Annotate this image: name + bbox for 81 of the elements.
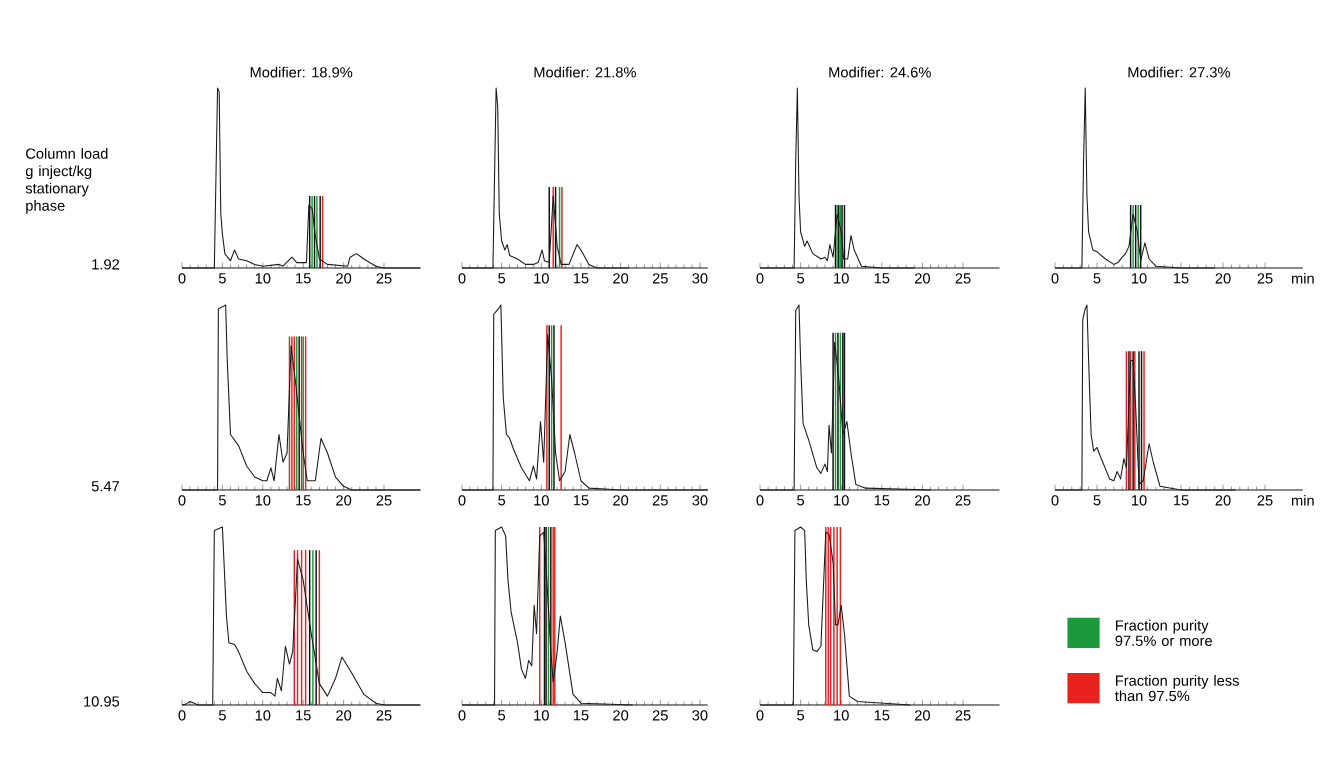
x-tick-label: 0: [458, 273, 466, 284]
text: 5.47: [91, 481, 119, 492]
x-tick-label: 0: [178, 495, 186, 506]
legend-label: Fraction purity 97.5% or more: [1115, 619, 1212, 646]
x-tick-label: 0: [756, 495, 764, 506]
x-tick-label: 25: [955, 273, 971, 284]
x-axis-title: min: [1291, 494, 1314, 506]
x-tick-label: 10: [534, 710, 549, 721]
x-tick-label: 0: [178, 710, 186, 721]
x-tick-label: 15: [296, 710, 311, 721]
x-tick-label: 15: [874, 710, 890, 721]
x-tick-label: 20: [914, 495, 930, 506]
x-tick-label: 5: [498, 495, 506, 506]
x-tick-label: 20: [1215, 273, 1231, 284]
x-tick-label: 25: [376, 495, 392, 506]
x-tick-label: 20: [613, 495, 629, 506]
x-tick-label: 5: [797, 495, 805, 506]
x-tick-label: 15: [573, 273, 589, 284]
x-tick-label: 5: [218, 495, 226, 506]
x-tick-label: 0: [458, 495, 466, 506]
x-tick-label: 10: [255, 495, 271, 506]
x-tick-label: 10: [534, 273, 549, 284]
x-tick-label: 5: [1093, 495, 1101, 506]
chart-title: Modifier: 24.6%: [829, 66, 931, 78]
chart-title: Modifier: 27.3%: [1128, 66, 1230, 78]
x-tick-label: 30: [692, 273, 708, 284]
x-tick-label: 20: [914, 710, 930, 721]
x-tick-label: 5: [797, 710, 805, 721]
x-tick-label: 25: [376, 273, 392, 284]
x-tick-label: 5: [1093, 273, 1101, 284]
legend-label: Fraction purity less than 97.5%: [1115, 675, 1239, 702]
x-tick-label: 20: [613, 710, 629, 721]
chart-title: Modifier: 21.8%: [534, 66, 636, 78]
x-tick-label: 10: [255, 710, 271, 721]
x-tick-label: 10: [255, 273, 271, 284]
x-tick-label: 0: [458, 710, 466, 721]
x-tick-label: 15: [874, 495, 890, 506]
x-tick-label: 25: [652, 273, 668, 284]
x-tick-label: 5: [218, 273, 226, 284]
x-tick-label: 0: [1051, 273, 1059, 284]
x-tick-label: 15: [1173, 495, 1189, 506]
x-tick-label: 10: [1131, 273, 1147, 284]
x-tick-label: 30: [692, 495, 708, 506]
x-tick-label: 15: [573, 710, 589, 721]
x-tick-label: 10: [1131, 495, 1147, 506]
x-tick-label: 10: [834, 273, 849, 284]
x-tick-label: 25: [1257, 273, 1273, 284]
chart-title: Modifier: 18.9%: [250, 66, 353, 78]
x-tick-label: 25: [955, 495, 971, 506]
x-tick-label: 10: [834, 710, 849, 721]
x-tick-label: 15: [1173, 273, 1189, 284]
x-tick-label: 0: [1051, 495, 1059, 506]
x-tick-label: 25: [1257, 495, 1273, 506]
x-tick-label: 0: [178, 273, 186, 284]
x-tick-label: 5: [498, 273, 506, 284]
x-tick-label: 10: [834, 495, 849, 506]
x-tick-label: 20: [1215, 495, 1231, 506]
x-tick-label: 20: [336, 273, 352, 284]
x-axis-title: min: [1291, 272, 1314, 284]
x-tick-label: 10: [534, 495, 549, 506]
x-tick-label: 15: [296, 273, 311, 284]
x-tick-label: 20: [613, 273, 629, 284]
x-tick-label: 25: [376, 710, 392, 721]
x-tick-label: 15: [573, 495, 589, 506]
x-tick-label: 25: [652, 495, 668, 506]
x-tick-label: 0: [756, 273, 764, 284]
x-tick-label: 15: [296, 495, 311, 506]
x-tick-label: 20: [914, 273, 930, 284]
x-tick-label: 15: [874, 273, 890, 284]
text: 1.92: [92, 259, 119, 270]
x-tick-label: 20: [336, 710, 352, 721]
x-tick-label: 20: [336, 495, 352, 506]
x-tick-label: 5: [797, 273, 805, 284]
x-tick-label: 25: [955, 710, 971, 721]
x-tick-label: 0: [756, 710, 764, 721]
x-tick-label: 30: [692, 710, 708, 721]
text: 10.95: [84, 696, 120, 707]
text: Column load g inject/kg stationary phase: [25, 148, 108, 214]
x-tick-label: 5: [498, 710, 506, 721]
x-tick-label: 5: [218, 710, 226, 721]
x-tick-label: 25: [652, 710, 668, 721]
